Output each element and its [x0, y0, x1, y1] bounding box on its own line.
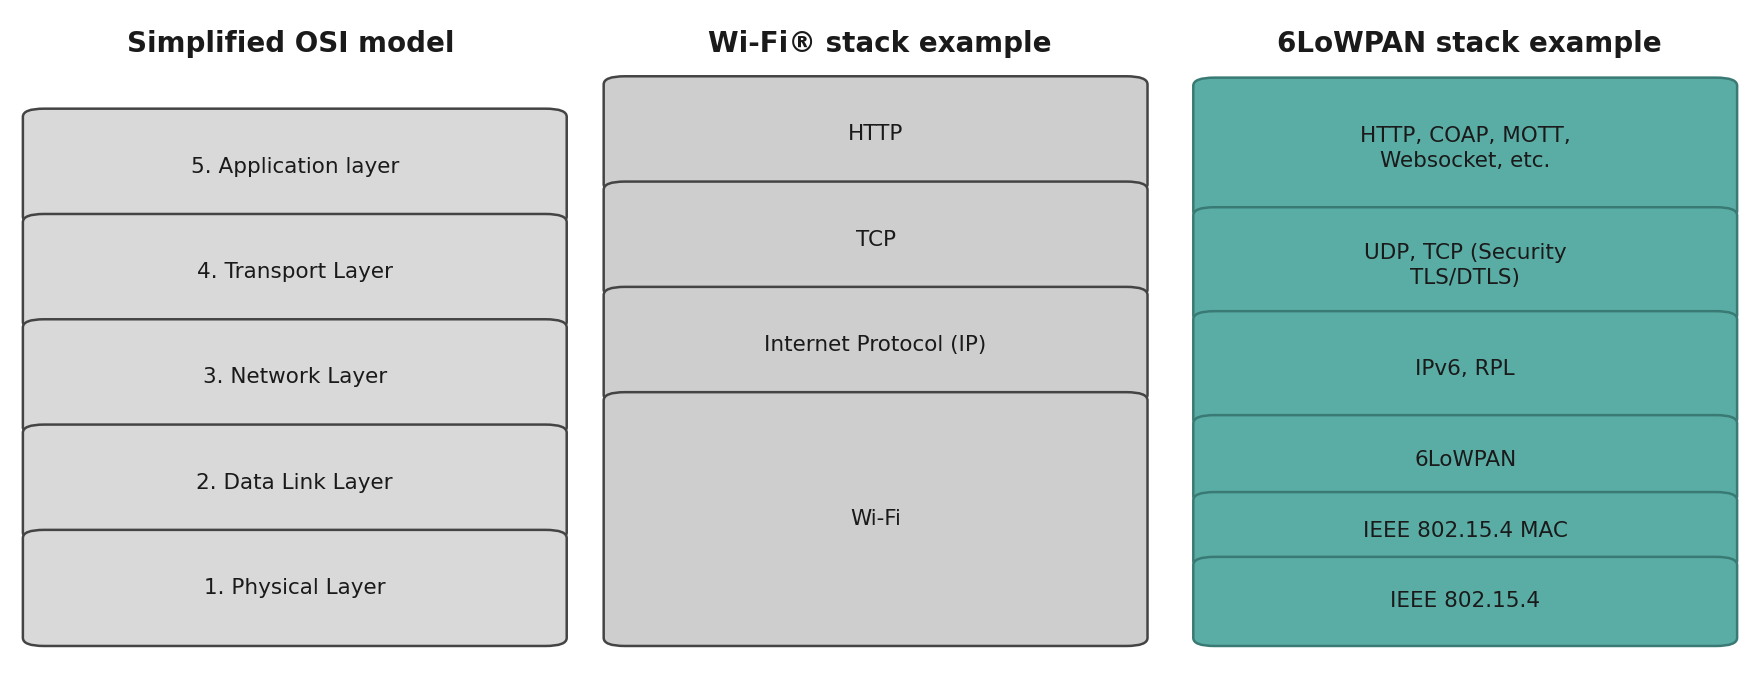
Text: 2. Data Link Layer: 2. Data Link Layer — [197, 472, 392, 493]
FancyBboxPatch shape — [1193, 311, 1737, 427]
FancyBboxPatch shape — [604, 392, 1148, 646]
FancyBboxPatch shape — [23, 319, 567, 435]
Text: 1. Physical Layer: 1. Physical Layer — [204, 578, 385, 598]
Text: 6LoWPAN: 6LoWPAN — [1413, 450, 1517, 470]
Text: Wi-Fi: Wi-Fi — [850, 509, 901, 529]
Text: 4. Transport Layer: 4. Transport Layer — [197, 262, 392, 282]
Text: TCP: TCP — [855, 230, 896, 250]
Text: IPv6, RPL: IPv6, RPL — [1415, 359, 1515, 379]
FancyBboxPatch shape — [1193, 78, 1737, 219]
FancyBboxPatch shape — [23, 425, 567, 541]
Text: 3. Network Layer: 3. Network Layer — [202, 367, 387, 387]
Text: HTTP: HTTP — [848, 124, 903, 144]
Text: IEEE 802.15.4: IEEE 802.15.4 — [1390, 591, 1540, 612]
FancyBboxPatch shape — [1193, 415, 1737, 504]
Text: 6LoWPAN stack example: 6LoWPAN stack example — [1278, 30, 1661, 58]
FancyBboxPatch shape — [23, 109, 567, 225]
FancyBboxPatch shape — [1193, 207, 1737, 323]
FancyBboxPatch shape — [604, 182, 1148, 298]
Text: 5. Application layer: 5. Application layer — [190, 157, 400, 177]
Text: Wi-Fi® stack example: Wi-Fi® stack example — [708, 30, 1052, 58]
Text: IEEE 802.15.4 MAC: IEEE 802.15.4 MAC — [1362, 520, 1568, 541]
FancyBboxPatch shape — [23, 214, 567, 330]
Text: UDP, TCP (Security
TLS/DTLS): UDP, TCP (Security TLS/DTLS) — [1364, 243, 1566, 288]
FancyBboxPatch shape — [1193, 492, 1737, 569]
FancyBboxPatch shape — [604, 76, 1148, 192]
Text: Simplified OSI model: Simplified OSI model — [127, 30, 454, 58]
FancyBboxPatch shape — [604, 287, 1148, 403]
Text: Internet Protocol (IP): Internet Protocol (IP) — [764, 335, 987, 355]
FancyBboxPatch shape — [23, 530, 567, 646]
FancyBboxPatch shape — [1193, 557, 1737, 646]
Text: HTTP, COAP, MOTT,
Websocket, etc.: HTTP, COAP, MOTT, Websocket, etc. — [1360, 126, 1570, 171]
